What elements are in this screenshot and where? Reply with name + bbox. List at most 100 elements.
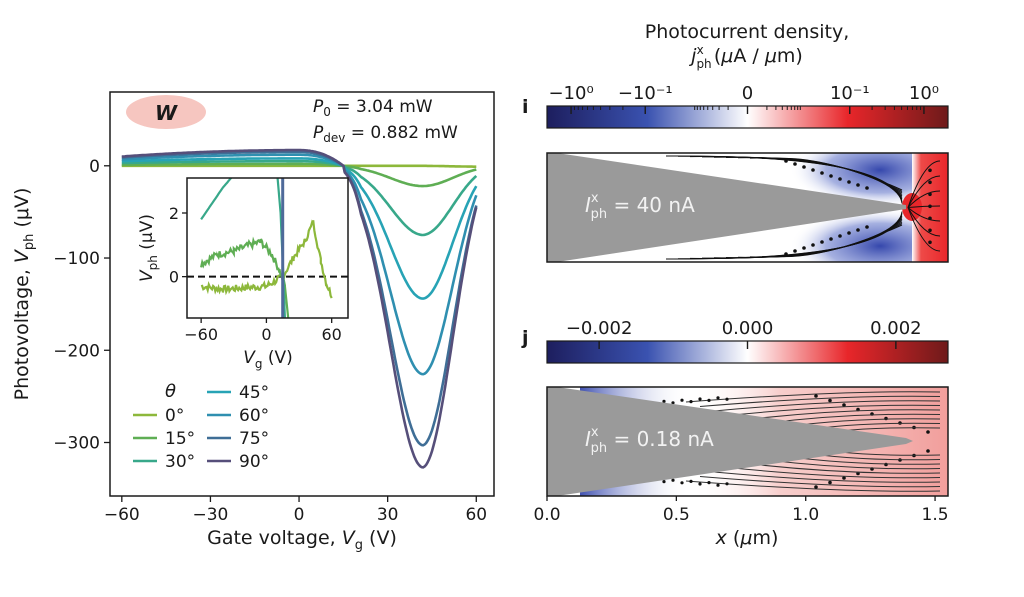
streamline [773,224,903,258]
map-j-tip [547,387,913,496]
legend-label: 15° [165,429,195,449]
streamline-arrow [793,249,797,253]
inset-x-tick-label: 0 [261,325,271,344]
streamline-arrow [707,398,711,402]
inset-series-line [200,236,290,318]
streamline-arrow [802,246,806,250]
inset-x-tick-label: 60 [322,325,342,344]
main-y-tick-label: −200 [53,341,100,361]
streamline [699,476,941,488]
main-y-tick-label: 0 [89,157,100,177]
streamline-arrow [671,401,675,405]
streamline [685,391,941,403]
main-x-tick-label: 30 [377,505,399,525]
main-x-label: Gate voltage, Vg (V) [207,527,397,553]
main-series-line-45deg [121,157,478,300]
legend-title: θ [165,381,176,402]
streamline-arrow [802,165,806,169]
map-j-x-tick-label: 1.0 [792,505,819,525]
pdev-annotation: Pdev = 0.882 mW [313,123,458,145]
streamline [727,404,941,416]
colorbar-j-ticks [598,341,897,349]
streamline-arrow [928,240,932,245]
streamline-arrow [856,228,860,232]
streamline [727,467,941,479]
colorbar-i-tick-label: −10⁻¹ [618,83,673,104]
streamline-arrow [828,398,832,403]
main-y-axis: 0 −100 −200 −300 [53,157,110,454]
streamline-arrow [689,400,693,404]
streamline-arrow [884,462,888,467]
legend-label: 75° [239,429,269,449]
legend: θ 0° 15° 30° 45° 60° 75° 90° [133,381,269,472]
streamline-arrow [716,396,720,400]
streamline [685,480,941,492]
main-x-label-text: Gate voltage, [207,527,342,549]
main-series-line-0deg [121,164,477,168]
legend-label: 90° [239,452,269,472]
map-j-x-tick-label: 0.0 [533,505,560,525]
streamline-arrow [811,243,815,247]
streamline-arrow [828,480,832,485]
streamline [907,205,941,208]
streamline-arrow [689,479,693,483]
streamline [907,207,941,222]
inset-plot: −60 0 60 0 2 Vg (V) Vph (μV) [137,177,349,371]
streamline-arrow [926,430,930,434]
main-y-tick-label: −100 [53,249,100,269]
material-badge-label: W [155,101,178,125]
colorbar-i-tick-labels: −10⁰ −10⁻¹ 0 10⁻¹ 10⁰ [548,83,939,104]
streamline-arrow [865,225,869,229]
streamline-arrow [847,231,851,235]
main-curves [121,148,478,469]
streamline-arrow [680,398,684,402]
streamline-arrow [716,483,720,487]
colorbar-j-tick-label: 0.000 [722,318,774,339]
streamline [907,207,941,237]
streamline [741,409,941,421]
streamline [907,175,941,208]
colorbar-j-tick-labels: −0.002 0.000 0.002 [566,318,922,339]
streamline [713,471,941,483]
streamline-arrow [698,397,702,401]
streamline-arrow [928,204,932,209]
panel-j: −0.002 0.000 0.002 j Ix ph = 0.18 nA 0.0 0.5… [521,318,949,549]
inset-axes: −60 0 60 0 2 [169,204,342,344]
colorbar-i-ticks [570,106,925,114]
map-j-x-tick-label: 0.5 [663,505,690,525]
streamline-arrow [928,180,932,185]
colorbar-i-tick-label: 10⁰ [909,83,939,104]
inset-y-tick-label: 2 [169,204,179,223]
streamline-arrow [662,480,666,484]
colorbar-i-tick-label: −10⁰ [548,83,593,104]
main-plot: −60 −30 0 30 60 0−100−200−300 Gate voltage, … [11,91,495,553]
main-series-line-90deg [121,148,478,469]
streamline-arrow [793,162,797,166]
colorbar-j-tick-label: 0.002 [870,318,922,339]
colorbar-title-line1: Photocurrent density, [645,21,849,43]
main-y-tick-label: −300 [53,434,100,454]
streamline-arrow [662,399,666,403]
colorbar-title-line2: jphx (μA / μm) [688,43,803,71]
streamline-arrow [820,171,824,175]
streamline-arrow [842,403,846,407]
streamline-arrow [829,174,833,178]
streamline-arrow [928,192,932,197]
legend-label: 45° [239,383,269,403]
inset-x-label: Vg (V) [243,348,293,371]
legend-label: 60° [239,406,269,426]
map-j-x-label: x (μm) [715,527,779,549]
streamline [907,160,941,208]
main-x-tick-label: −30 [192,505,228,525]
map-i-tip [547,153,906,262]
map-j-x-tick-label: 1.5 [922,505,949,525]
colorbar-i-tick-label: 0 [742,83,753,104]
main-series-line-15deg [121,162,477,188]
legend-label: 0° [165,406,184,426]
streamline-arrow [811,168,815,172]
streamline-arrow [671,478,675,482]
material-badge [126,95,206,129]
main-x-tick-label: −60 [104,505,140,525]
inset-curves [187,178,348,318]
inset-series-line [200,219,333,299]
